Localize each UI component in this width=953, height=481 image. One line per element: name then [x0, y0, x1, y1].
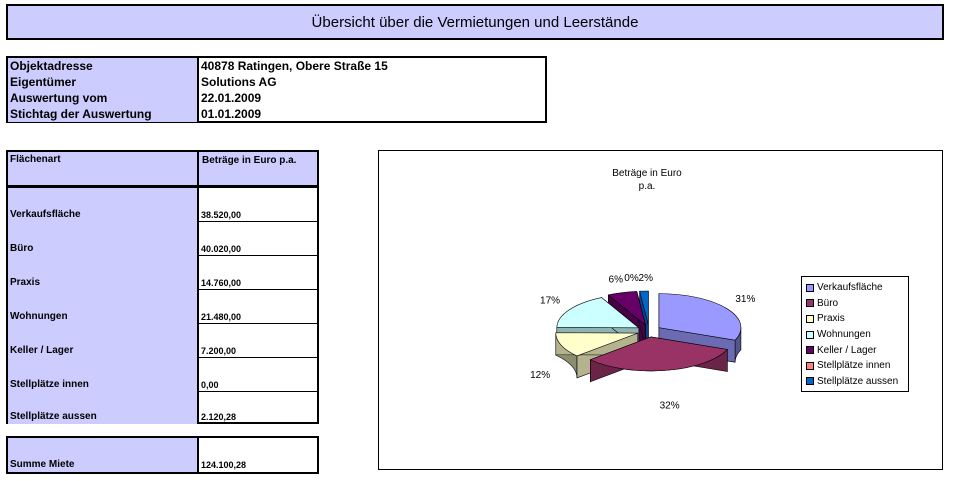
- pie-chart: Beträge in Euro p.a. 31% 32% 12% 17% 6% 0% 2%: [530, 168, 755, 412]
- table-row: Büro 40.020,00: [8, 222, 317, 256]
- chart-title-line1: Beträge in Euro: [612, 168, 682, 179]
- pie-percent-label: 31%: [735, 294, 755, 305]
- pie-percent-label: 12%: [530, 370, 550, 381]
- pie-slice: [589, 336, 728, 372]
- legend-item: Wohnungen: [806, 327, 908, 343]
- legend-swatch: [806, 283, 814, 292]
- info-row-owner: Eigentümer Solutions AG: [8, 74, 545, 90]
- legend-swatch: [806, 299, 814, 308]
- pie-percent-label: 6%: [609, 275, 624, 286]
- legend-label: Keller / Lager: [817, 344, 877, 356]
- chart-legend: Verkaufsfläche Büro Praxis Wohnungen Kel…: [801, 276, 909, 392]
- info-label: Objektadresse: [8, 58, 197, 74]
- pie-slice: [658, 293, 742, 341]
- legend-swatch: [806, 377, 814, 386]
- pie-chart-panel: Beträge in Euro p.a. 31% 32% 12% 17% 6% 0% 2% …: [378, 150, 943, 470]
- pie-percent-label: 0%: [624, 273, 639, 284]
- table-header: Flächenart Beträge in Euro p.a.: [8, 152, 317, 188]
- legend-swatch: [806, 361, 814, 370]
- header-area-type: Flächenart: [8, 152, 197, 185]
- row-value: 7.200,00: [201, 346, 237, 356]
- row-separator: [199, 289, 317, 290]
- row-label: Stellplätze aussen: [8, 390, 197, 424]
- legend-item: Verkaufsfläche: [806, 280, 908, 296]
- legend-label: Büro: [817, 297, 839, 309]
- info-row-evaluation-date: Auswertung vom 22.01.2009: [8, 90, 545, 106]
- row-separator: [199, 255, 317, 256]
- chart-title-line2: p.a.: [639, 181, 656, 192]
- info-label: Stichtag der Auswertung: [8, 106, 197, 122]
- info-row-address: Objektadresse 40878 Ratingen, Obere Stra…: [8, 58, 545, 74]
- row-label: Büro: [8, 222, 197, 256]
- row-value: 0,00: [201, 380, 219, 390]
- info-row-key-date: Stichtag der Auswertung 01.01.2009: [8, 106, 545, 122]
- pie-percent-label: 2%: [639, 273, 654, 284]
- row-value: 2.120,28: [201, 412, 237, 422]
- row-separator: [199, 323, 317, 324]
- info-value: Solutions AG: [201, 75, 277, 89]
- row-value: 14.760,00: [201, 278, 242, 288]
- info-value: 01.01.2009: [201, 107, 262, 121]
- column-divider: [197, 58, 199, 121]
- table-row: Praxis 14.760,00: [8, 256, 317, 290]
- legend-label: Stellplätze innen: [817, 360, 891, 372]
- column-divider: [197, 152, 199, 422]
- pie-percent-label: 17%: [540, 296, 560, 307]
- legend-swatch: [806, 346, 814, 355]
- row-label: Verkaufsfläche: [8, 188, 197, 222]
- rent-table: Flächenart Beträge in Euro p.a. Verkaufs…: [6, 150, 319, 424]
- info-value: 22.01.2009: [201, 91, 262, 105]
- page-title: Übersicht über die Vermietungen und Leer…: [6, 4, 944, 40]
- info-label: Eigentümer: [8, 74, 197, 90]
- legend-item: Keller / Lager: [806, 342, 908, 358]
- sum-value: 124.100,28: [201, 460, 247, 470]
- row-label: Praxis: [8, 256, 197, 290]
- pie-slice: [555, 332, 638, 357]
- pie-slices: [555, 290, 742, 372]
- legend-item: Stellplätze aussen: [806, 374, 908, 390]
- pie-slice: [639, 290, 649, 326]
- row-label: Wohnungen: [8, 290, 197, 324]
- row-separator: [199, 391, 317, 392]
- pie-labels: 31% 32% 12% 17% 6% 0% 2%: [530, 273, 755, 412]
- table-row: Stellplätze aussen 2.120,28: [8, 390, 317, 424]
- legend-item: Praxis: [806, 311, 908, 327]
- legend-label: Verkaufsfläche: [817, 282, 883, 294]
- header-amount: Beträge in Euro p.a.: [199, 152, 317, 185]
- pie-slice: [607, 291, 647, 327]
- info-value: 40878 Ratingen, Obere Straße 15: [201, 59, 388, 73]
- table-row: Verkaufsfläche 38.520,00: [8, 188, 317, 222]
- row-value: 21.480,00: [201, 312, 242, 322]
- table-row: Stellplätze innen 0,00: [8, 358, 317, 392]
- row-label: Keller / Lager: [8, 324, 197, 358]
- legend-label: Praxis: [817, 313, 845, 325]
- sum-row: Summe Miete 124.100,28: [6, 436, 319, 474]
- table-row: Keller / Lager 7.200,00: [8, 324, 317, 358]
- legend-item: Stellplätze innen: [806, 358, 908, 374]
- legend-label: Wohnungen: [817, 329, 871, 341]
- sum-label: Summe Miete: [8, 438, 197, 472]
- row-label: Stellplätze innen: [8, 358, 197, 392]
- pie-slice: [556, 297, 640, 329]
- table-row: Wohnungen 21.480,00: [8, 290, 317, 324]
- legend-item: Büro: [806, 296, 908, 312]
- row-value: 38.520,00: [201, 210, 242, 220]
- legend-swatch: [806, 314, 814, 323]
- row-value: 40.020,00: [201, 244, 242, 254]
- legend-swatch: [806, 330, 814, 339]
- row-separator: [199, 357, 317, 358]
- column-divider: [197, 438, 199, 472]
- row-separator: [199, 221, 317, 222]
- pie-percent-label: 32%: [660, 401, 680, 412]
- object-info-box: Objektadresse 40878 Ratingen, Obere Stra…: [6, 56, 547, 123]
- info-label: Auswertung vom: [8, 90, 197, 106]
- legend-label: Stellplätze aussen: [817, 375, 899, 387]
